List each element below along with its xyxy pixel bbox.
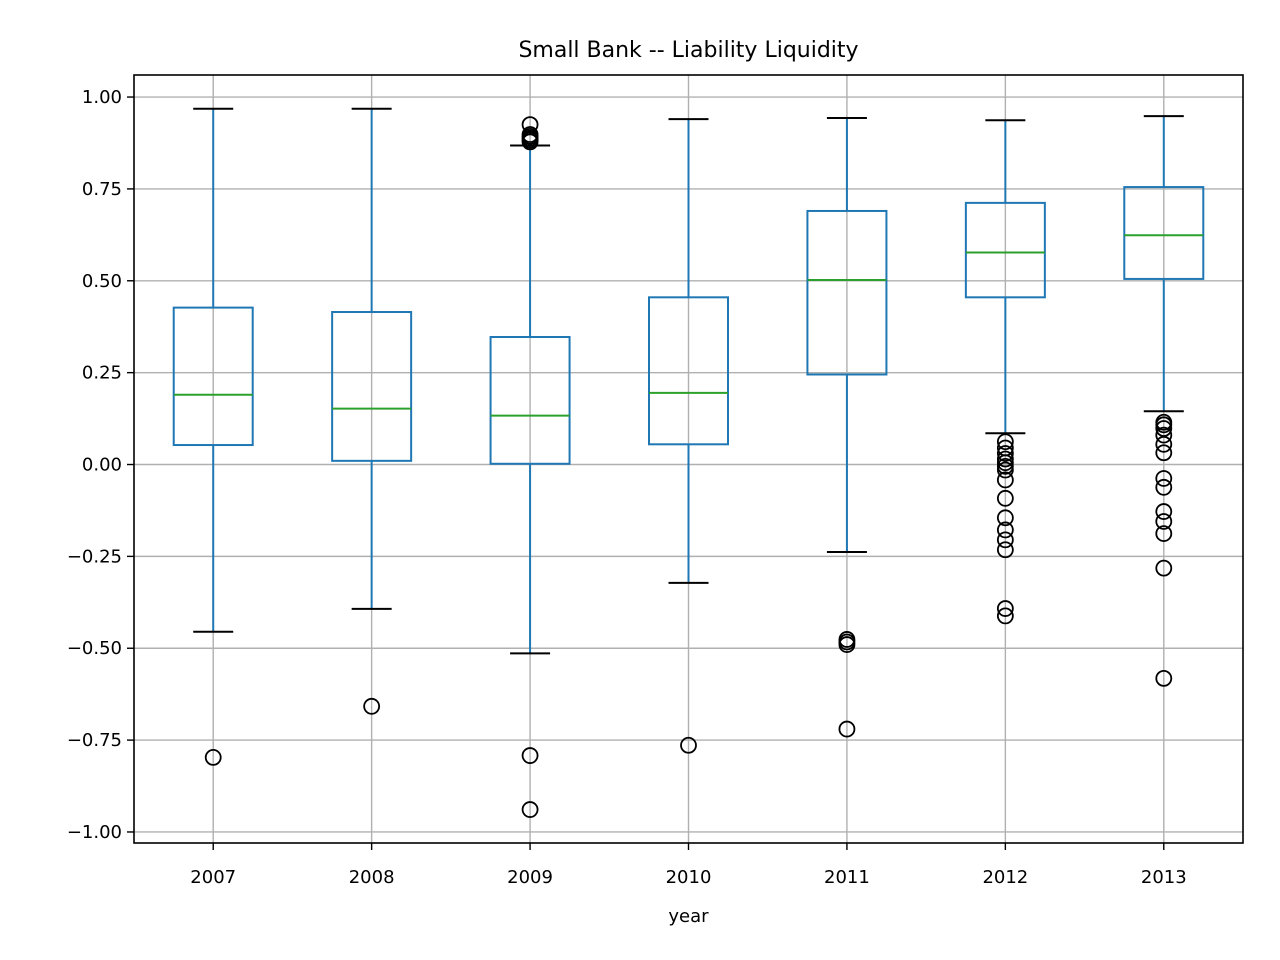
y-tick-label: −0.75 <box>67 730 122 751</box>
x-tick-label: 2009 <box>507 867 553 888</box>
outlier-point <box>838 720 856 738</box>
box-2008 <box>331 107 413 715</box>
outlier-point <box>521 801 539 818</box>
outlier-point <box>996 489 1014 507</box>
outlier-point <box>1155 426 1173 444</box>
outlier-point <box>1155 478 1173 496</box>
chart-title: Small Bank -- Liability Liquidity <box>518 38 858 63</box>
outlier-point <box>996 471 1014 489</box>
iqr-box <box>1123 186 1205 280</box>
outlier-point <box>996 445 1014 462</box>
iqr-box <box>964 201 1046 299</box>
outlier-point <box>1155 435 1173 453</box>
x-tick-label: 2007 <box>190 867 236 888</box>
box-2013 <box>1123 115 1205 687</box>
box-2011 <box>806 116 888 738</box>
x-tick-label: 2008 <box>349 867 395 888</box>
iqr-box <box>331 311 413 462</box>
iqr-box <box>648 296 729 446</box>
outlier-point <box>838 636 856 653</box>
outlier-point <box>996 531 1014 549</box>
y-tick-label: 0.00 <box>82 455 122 476</box>
outlier-point <box>521 133 539 151</box>
y-tick-label: 0.25 <box>82 363 122 384</box>
y-tick-label: 1.00 <box>82 87 122 108</box>
y-tick-label: 0.75 <box>82 179 122 200</box>
box-2010 <box>648 118 729 754</box>
outlier-point <box>1155 444 1173 462</box>
iqr-box <box>489 336 571 465</box>
outlier-point <box>1155 470 1173 487</box>
outlier-point <box>1155 525 1173 542</box>
outlier-point <box>1155 503 1173 520</box>
iqr-box <box>806 209 888 376</box>
outlier-point <box>996 461 1014 479</box>
x-tick-label: 2011 <box>824 867 870 888</box>
outlier-point <box>996 433 1014 451</box>
y-tick-label: 0.50 <box>82 271 122 292</box>
x-tick-label: 2010 <box>666 867 712 888</box>
outlier-point <box>363 697 381 715</box>
outlier-point <box>996 607 1014 625</box>
outlier-point <box>521 747 539 764</box>
box-2007 <box>172 107 254 766</box>
outlier-point <box>996 600 1014 617</box>
ticks: 1.00 0.75 0.50 0.25 0.00 −0.25 −0.50 −0.75 −1.00… <box>67 87 1187 888</box>
y-tick-label: −1.00 <box>67 822 122 843</box>
x-tick-label: 2012 <box>982 867 1028 888</box>
iqr-box <box>172 306 254 447</box>
x-tick-label: 2013 <box>1141 867 1187 888</box>
box-2009 <box>489 116 571 818</box>
outlier-point <box>996 509 1014 527</box>
y-tick-label: −0.25 <box>67 546 122 567</box>
y-tick-label: −0.50 <box>67 638 122 659</box>
x-axis-label: year <box>668 906 709 927</box>
outlier-point <box>996 521 1014 539</box>
outlier-point <box>1155 669 1173 687</box>
outlier-point <box>996 541 1014 559</box>
outlier-point <box>204 748 222 766</box>
boxes <box>172 107 1205 818</box>
outlier-point <box>680 736 697 754</box>
outlier-point <box>1155 513 1173 530</box>
outlier-point <box>1155 559 1173 577</box>
box-2012 <box>964 119 1046 625</box>
